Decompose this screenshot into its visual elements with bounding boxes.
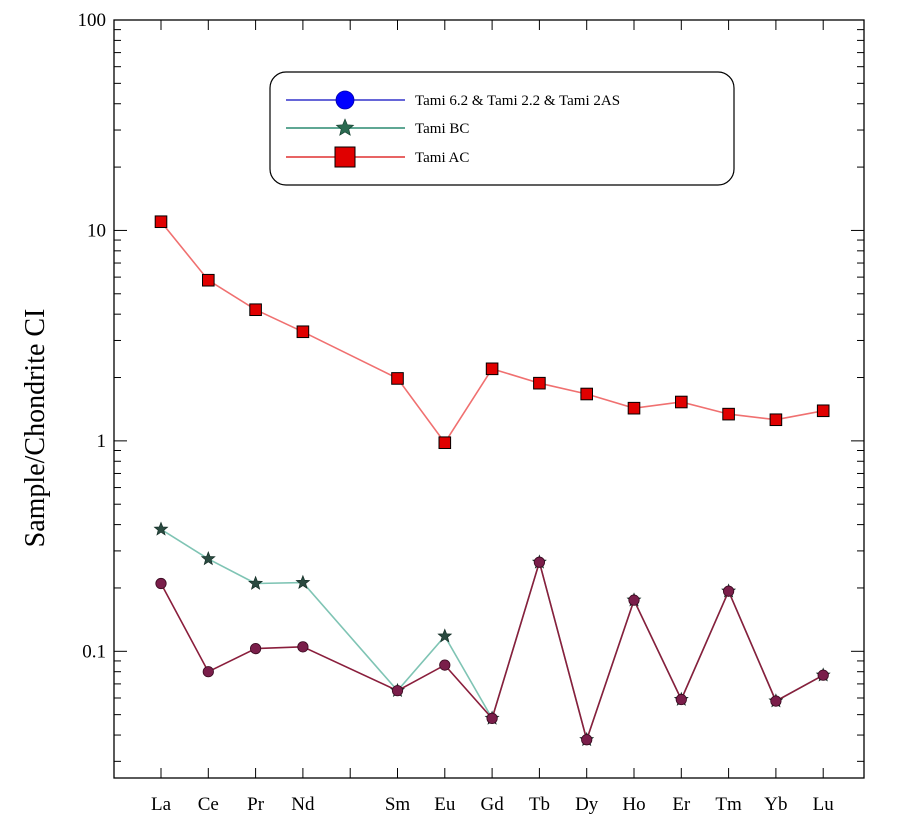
data-point-series-0 xyxy=(533,556,546,568)
data-point-series-0 xyxy=(722,585,735,597)
data-point-series-2 xyxy=(154,215,168,229)
y-tick-label: 100 xyxy=(78,10,107,31)
data-point-series-2 xyxy=(533,376,546,390)
data-point-series-0 xyxy=(439,659,451,671)
x-tick-label: Sm xyxy=(385,794,411,815)
data-point-series-2 xyxy=(485,362,499,376)
data-point-series-1 xyxy=(437,628,453,643)
data-point-series-0 xyxy=(628,594,640,606)
plot-frame xyxy=(113,19,865,779)
data-point-series-2 xyxy=(722,407,735,421)
x-tick-label: Eu xyxy=(434,794,456,815)
data-point-series-2 xyxy=(675,395,688,409)
data-point-series-0 xyxy=(770,695,782,707)
data-point-series-2 xyxy=(202,273,215,287)
legend-square-icon xyxy=(334,146,356,168)
legend-star-icon xyxy=(335,118,355,136)
data-point-series-0 xyxy=(250,643,262,655)
x-tick-label: Yb xyxy=(764,794,787,815)
y-tick-label: 0.1 xyxy=(82,641,106,662)
legend-label-0: Tami 6.2 & Tami 2.2 & Tami 2AS xyxy=(415,93,620,109)
data-point-series-1 xyxy=(248,575,264,590)
legend-circle-icon xyxy=(335,90,355,110)
plot-lines xyxy=(160,221,824,743)
data-point-series-0 xyxy=(391,685,404,697)
series-line-0 xyxy=(160,559,824,743)
x-tick-label: Nd xyxy=(291,794,315,815)
data-point-series-0 xyxy=(155,577,167,590)
series-line-2 xyxy=(160,221,824,445)
data-point-series-0 xyxy=(581,734,593,746)
x-tick-label: Er xyxy=(672,794,691,815)
data-point-series-1 xyxy=(295,574,311,589)
data-point-series-1 xyxy=(200,551,216,566)
axes: 100 10 1 0.1 La Ce Pr Nd Sm Eu Gd Tb Dy Ho Er Tm Yb Lu xyxy=(78,10,865,815)
x-tick-label: Ce xyxy=(198,794,219,815)
x-tick-label: Gd xyxy=(480,794,504,815)
plot-markers xyxy=(153,215,831,747)
data-point-series-2 xyxy=(627,401,641,415)
data-point-series-2 xyxy=(816,404,830,418)
data-point-series-2 xyxy=(249,303,262,317)
legend-label-2: Tami AC xyxy=(415,150,469,166)
data-point-series-2 xyxy=(769,413,783,427)
x-tick-label: Tb xyxy=(529,794,550,815)
y-tick-label: 10 xyxy=(87,220,106,241)
data-point-series-0 xyxy=(486,712,498,724)
data-point-series-1 xyxy=(153,521,169,536)
data-point-series-0 xyxy=(202,666,214,678)
data-point-series-0 xyxy=(297,641,309,653)
data-point-series-2 xyxy=(580,387,594,401)
series-line-1 xyxy=(160,528,824,743)
legend: Tami 6.2 & Tami 2.2 & Tami 2AS Tami BC Tam… xyxy=(269,71,735,186)
data-point-series-0 xyxy=(675,693,687,706)
x-tick-label: Dy xyxy=(575,794,599,815)
legend-label-1: Tami BC xyxy=(415,121,469,137)
x-tick-label: Tm xyxy=(715,794,742,815)
data-point-series-0 xyxy=(817,669,829,681)
data-point-series-2 xyxy=(391,372,404,385)
y-axis-title: Sample/Chondrite CI xyxy=(20,309,51,548)
x-tick-label: Ho xyxy=(622,794,645,815)
data-point-series-2 xyxy=(438,436,452,450)
x-tick-label: Pr xyxy=(247,794,265,815)
x-tick-label: La xyxy=(151,794,172,815)
data-point-series-2 xyxy=(296,325,310,339)
y-tick-label: 1 xyxy=(97,431,107,452)
x-tick-label: Lu xyxy=(813,794,835,815)
